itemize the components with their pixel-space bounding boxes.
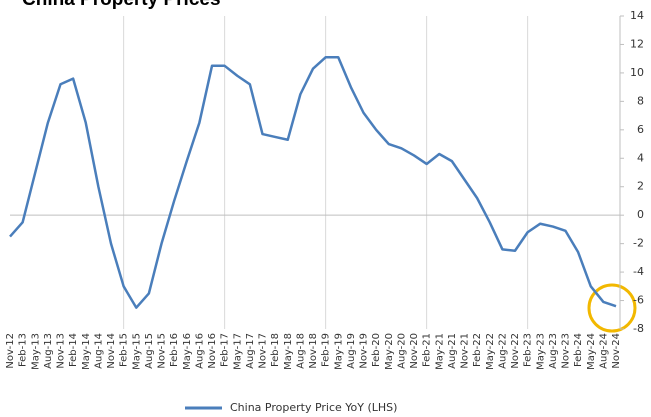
x-tick-label: Aug-20 bbox=[396, 333, 407, 369]
x-tick-label: May-23 bbox=[535, 333, 546, 370]
x-tick-label: Aug-15 bbox=[144, 333, 155, 369]
x-tick-label: May-14 bbox=[81, 333, 92, 370]
highlight-circle bbox=[587, 283, 637, 333]
x-tick-label: Feb-16 bbox=[169, 333, 180, 367]
x-tick-label: May-13 bbox=[30, 333, 41, 370]
x-tick-label: Aug-13 bbox=[43, 333, 54, 369]
x-tick-label: Feb-23 bbox=[523, 333, 534, 367]
y-tick-label: 14 bbox=[630, 9, 644, 22]
x-tick-label: Nov-15 bbox=[157, 333, 168, 369]
y-tick-label: 8 bbox=[637, 94, 644, 107]
x-tick-label: Feb-14 bbox=[68, 333, 79, 367]
x-tick-label: May-15 bbox=[131, 333, 142, 370]
x-tick-label: Aug-21 bbox=[447, 333, 458, 369]
x-tick-label: May-16 bbox=[182, 333, 193, 370]
x-tick-label: Feb-17 bbox=[220, 333, 231, 367]
x-tick-label: Nov-14 bbox=[106, 333, 117, 369]
x-tick-label: Nov-24 bbox=[611, 333, 622, 369]
x-tick-label: Aug-16 bbox=[194, 333, 205, 369]
x-tick-label: Feb-24 bbox=[573, 333, 584, 367]
x-tick-label: Feb-13 bbox=[18, 333, 29, 367]
x-tick-label: Nov-19 bbox=[359, 333, 370, 369]
x-tick-label: Aug-14 bbox=[93, 333, 104, 369]
y-tick-label: -4 bbox=[633, 265, 644, 278]
y-tick-label: 6 bbox=[637, 123, 644, 136]
chart-title: China Property Prices bbox=[22, 0, 221, 10]
x-tick-label: Feb-15 bbox=[119, 333, 130, 367]
x-tick-label: Nov-21 bbox=[460, 333, 471, 369]
x-tick-label: Feb-18 bbox=[270, 333, 281, 367]
legend-label: China Property Price YoY (LHS) bbox=[230, 401, 397, 414]
x-tick-label: May-24 bbox=[586, 333, 597, 370]
x-tick-label: May-21 bbox=[434, 333, 445, 370]
x-tick-label: Nov-22 bbox=[510, 333, 521, 369]
y-tick-label: -6 bbox=[633, 294, 644, 307]
x-tick-label: Aug-19 bbox=[346, 333, 357, 369]
x-tick-label: Aug-22 bbox=[497, 333, 508, 369]
x-tick-label: Nov-13 bbox=[56, 333, 67, 369]
x-tick-label: Nov-20 bbox=[409, 333, 420, 369]
x-tick-label: May-20 bbox=[384, 333, 395, 370]
y-tick-label: -2 bbox=[633, 237, 644, 250]
x-tick-label: Nov-16 bbox=[207, 333, 218, 369]
x-tick-label: Feb-20 bbox=[371, 333, 382, 367]
x-tick-label: Nov-18 bbox=[308, 333, 319, 369]
x-tick-label: Nov-17 bbox=[258, 333, 269, 369]
y-tick-label: -8 bbox=[633, 322, 644, 335]
x-tick-label: Aug-17 bbox=[245, 333, 256, 369]
y-tick-label: 12 bbox=[630, 37, 644, 50]
x-tick-label: Aug-24 bbox=[598, 333, 609, 369]
y-tick-label: 4 bbox=[637, 151, 644, 164]
x-tick-label: May-22 bbox=[485, 333, 496, 370]
x-tick-label: Nov-23 bbox=[561, 333, 572, 369]
line bbox=[9, 56, 617, 309]
x-tick-label: May-17 bbox=[232, 333, 243, 370]
y-tick-label: 10 bbox=[630, 66, 644, 79]
x-tick-label: Aug-23 bbox=[548, 333, 559, 369]
x-tick-label: Feb-21 bbox=[422, 333, 433, 367]
x-tick-label: May-18 bbox=[283, 333, 294, 370]
x-tick-label: Nov-12 bbox=[5, 333, 16, 369]
x-tick-label: Feb-22 bbox=[472, 333, 483, 367]
x-tick-label: May-19 bbox=[333, 333, 344, 370]
x-tick-label: Aug-18 bbox=[295, 333, 306, 369]
x-tick-label: Feb-19 bbox=[321, 333, 332, 367]
y-tick-label: 2 bbox=[637, 180, 644, 193]
y-tick-label: 0 bbox=[637, 208, 644, 221]
